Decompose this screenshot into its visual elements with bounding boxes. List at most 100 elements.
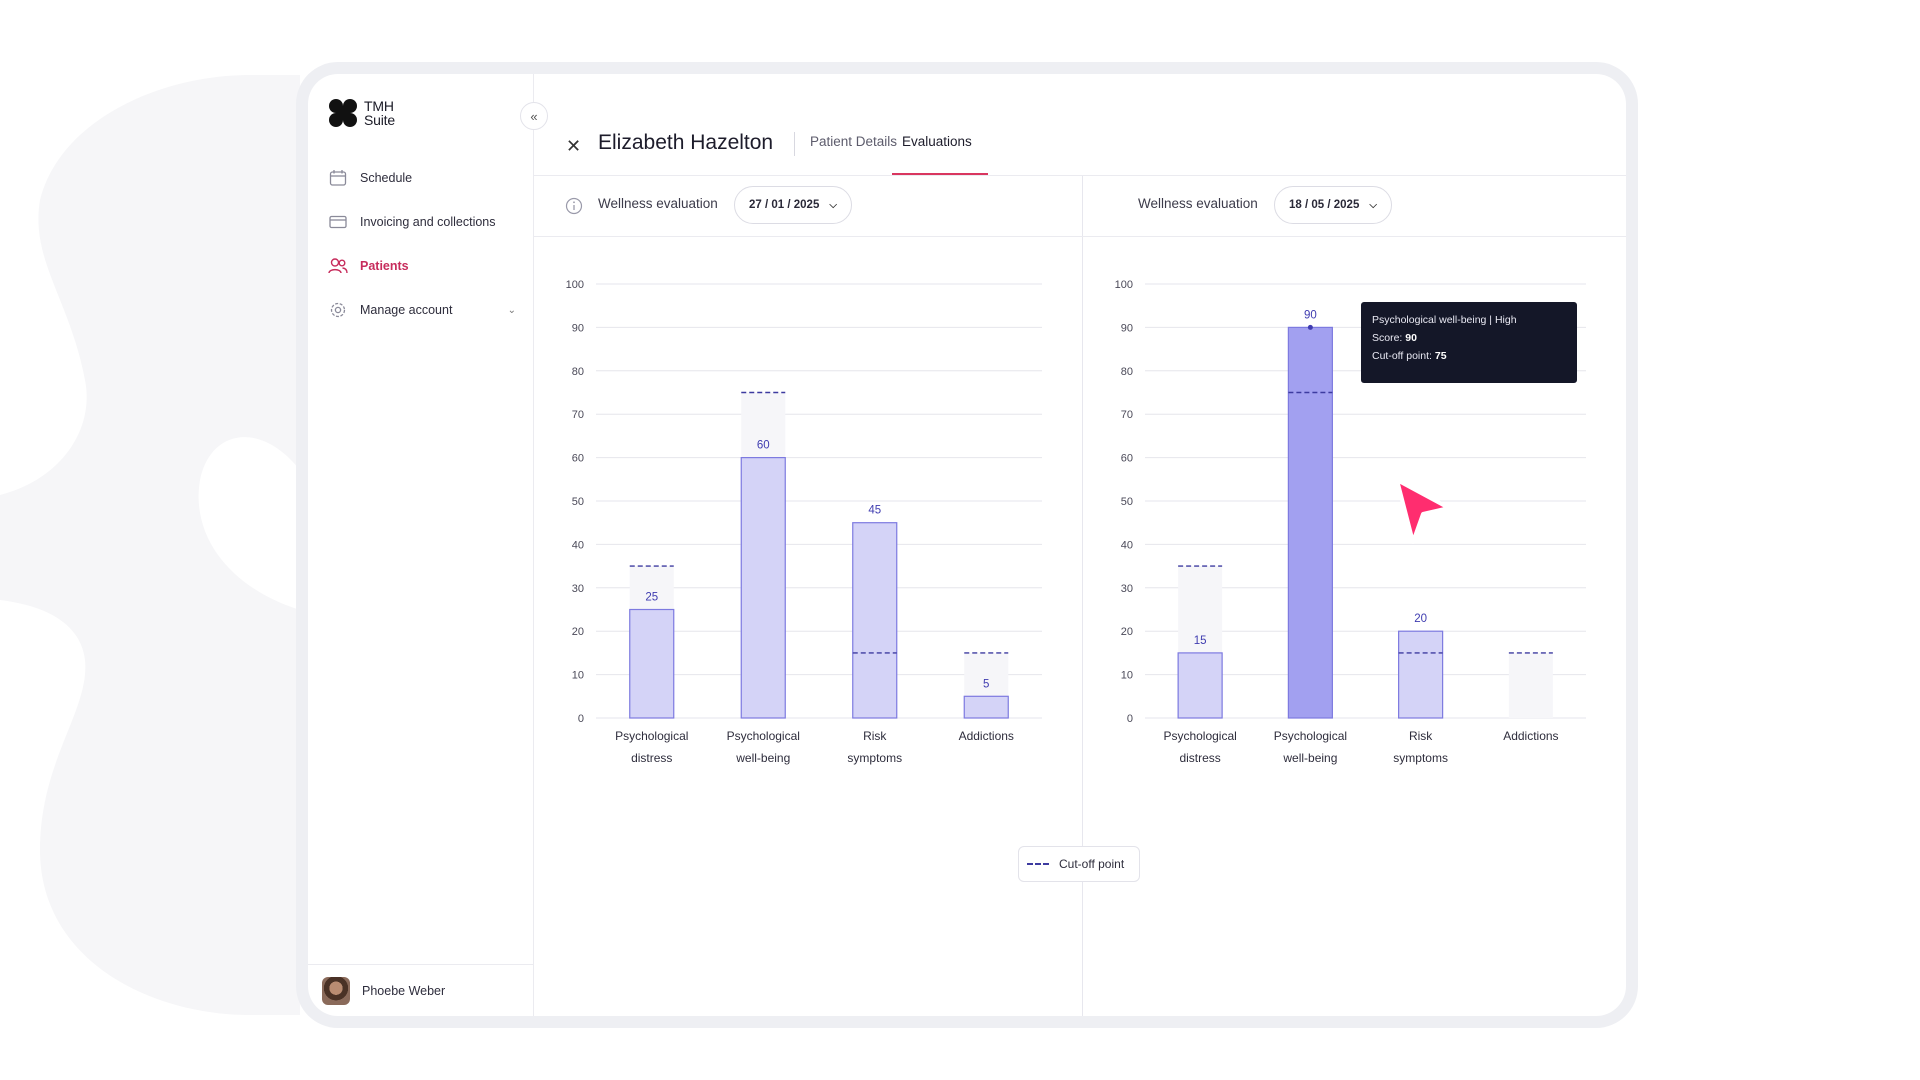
sidebar-item-manage-account[interactable]: Manage account ⌄ [328, 288, 516, 332]
tooltip-score: Score: 90 [1372, 329, 1566, 347]
sidebar-item-label: Invoicing and collections [360, 215, 496, 229]
page-title: Elizabeth Hazelton [598, 131, 774, 154]
y-tick-label: 40 [572, 539, 584, 551]
logo-icon [329, 99, 357, 127]
y-tick-label: 80 [572, 366, 584, 378]
bar-value-label: 20 [1414, 613, 1427, 625]
user-name: Phoebe Weber [362, 983, 446, 998]
y-tick-label: 60 [1121, 453, 1133, 465]
bar [1177, 652, 1223, 719]
app-logo[interactable]: TMH Suite [328, 98, 395, 128]
sidebar-item-label: Manage account [360, 303, 453, 317]
bar-value-label: 90 [1304, 309, 1317, 321]
users-icon [328, 256, 348, 276]
tab-evaluations[interactable]: Evaluations [902, 134, 972, 149]
logo-line2: Suite [364, 112, 395, 128]
sidebar-item-schedule[interactable]: Schedule [328, 156, 516, 200]
x-tick-label: symptoms [1393, 751, 1448, 765]
date-select-left[interactable]: 27 / 01 / 2025 ⌵ [734, 186, 852, 224]
bar [963, 695, 1009, 719]
x-tick-label: distress [1179, 751, 1220, 765]
x-tick-label: Psychological [1274, 729, 1347, 743]
y-tick-label: 10 [1121, 670, 1133, 682]
tooltip-cutoff: Cut-off point: 75 [1372, 347, 1566, 365]
y-tick-label: 30 [572, 583, 584, 595]
y-tick-label: 90 [1121, 322, 1133, 334]
close-icon[interactable]: ✕ [566, 136, 582, 156]
panel-divider [1082, 176, 1083, 1016]
x-tick-label: Psychological [1163, 729, 1236, 743]
y-tick-label: 70 [1121, 409, 1133, 421]
tab-patient-details[interactable]: Patient Details [810, 134, 898, 149]
x-tick-label: Risk [1409, 729, 1433, 743]
user-profile[interactable]: Phoebe Weber [308, 964, 534, 1016]
chevron-down-icon: ⌵ [1369, 199, 1377, 211]
info-icon[interactable] [565, 197, 583, 215]
x-tick-label: Risk [863, 729, 887, 743]
sidebar-nav: Schedule Invoicing and collections Patie… [328, 156, 516, 332]
x-tick-label: Addictions [959, 729, 1014, 743]
mouse-cursor-icon [1395, 478, 1451, 544]
credit-card-icon [328, 212, 348, 232]
bar-value-label: 15 [1194, 635, 1207, 647]
chevron-down-icon[interactable]: ⌄ [507, 304, 516, 316]
sidebar-item-patients[interactable]: Patients [328, 244, 516, 288]
bar-value-label: 5 [983, 678, 989, 690]
app-window: TMH Suite Schedule Invoicing and collect… [308, 74, 1626, 1016]
bar-value-label: 45 [868, 505, 881, 517]
date-select-value: 18 / 05 / 2025 [1289, 199, 1360, 211]
x-tick-label: well-being [735, 751, 790, 765]
sidebar: TMH Suite Schedule Invoicing and collect… [308, 74, 534, 1016]
logo-text: TMH Suite [364, 99, 395, 127]
y-tick-label: 40 [1121, 539, 1133, 551]
y-tick-label: 30 [1121, 583, 1133, 595]
y-tick-label: 0 [578, 713, 584, 725]
sidebar-item-invoicing[interactable]: Invoicing and collections [328, 200, 516, 244]
date-select-value: 27 / 01 / 2025 [749, 199, 820, 211]
y-tick-label: 60 [572, 453, 584, 465]
calendar-icon [328, 168, 348, 188]
x-tick-label: well-being [1282, 751, 1337, 765]
y-tick-label: 20 [572, 626, 584, 638]
bar-value-label: 25 [645, 592, 658, 604]
evaluation-label-right: Wellness evaluation [1138, 196, 1258, 211]
x-tick-label: distress [631, 751, 672, 765]
sidebar-item-label: Schedule [360, 171, 413, 185]
bar [1398, 630, 1444, 719]
legend-label: Cut-off point [1059, 857, 1125, 871]
cutoff-legend-swatch [1027, 863, 1049, 865]
y-tick-label: 20 [1121, 626, 1133, 638]
y-tick-label: 100 [1115, 279, 1133, 291]
wellness-chart-right: 0 10 20 30 40 50 60 70 80 90 100 15 Psychological dis… [1115, 279, 1586, 765]
x-tick-label: Psychological [615, 729, 688, 743]
y-tick-label: 80 [1121, 366, 1133, 378]
avatar [322, 976, 350, 1005]
tooltip-cutoff-label: Cut-off point: [1372, 350, 1432, 362]
chart-tooltip: Psychological well-being | High Score: 9… [1361, 302, 1577, 383]
y-tick-label: 50 [1121, 496, 1133, 508]
gear-icon [328, 300, 348, 320]
y-tick-label: 90 [572, 322, 584, 334]
x-tick-label: Addictions [1503, 729, 1558, 743]
collapse-sidebar-button[interactable]: « [520, 102, 548, 130]
bar [740, 457, 786, 719]
y-tick-label: 100 [566, 279, 584, 291]
tooltip-score-value: 90 [1405, 332, 1417, 344]
wellness-chart-left: 0 10 20 30 40 50 60 70 80 90 100 25 Psychological dis… [566, 279, 1042, 765]
active-tab-indicator [892, 173, 988, 175]
tooltip-cutoff-value: 75 [1434, 350, 1447, 362]
bar [1287, 326, 1333, 719]
date-select-right[interactable]: 18 / 05 / 2025 ⌵ [1274, 186, 1392, 224]
header-divider [794, 132, 795, 156]
panel-header-divider [534, 236, 1626, 237]
tooltip-score-label: Score: [1372, 332, 1403, 344]
y-tick-label: 10 [572, 670, 584, 682]
cutoff-background [1508, 652, 1553, 718]
bar [852, 522, 898, 719]
sidebar-item-label: Patients [360, 259, 409, 273]
chart-legend: Cut-off point [1018, 846, 1140, 882]
x-tick-label: Psychological [727, 729, 800, 743]
double-chevron-left-icon: « [530, 108, 538, 124]
bar-value-label: 60 [757, 440, 770, 452]
y-tick-label: 70 [572, 409, 584, 421]
